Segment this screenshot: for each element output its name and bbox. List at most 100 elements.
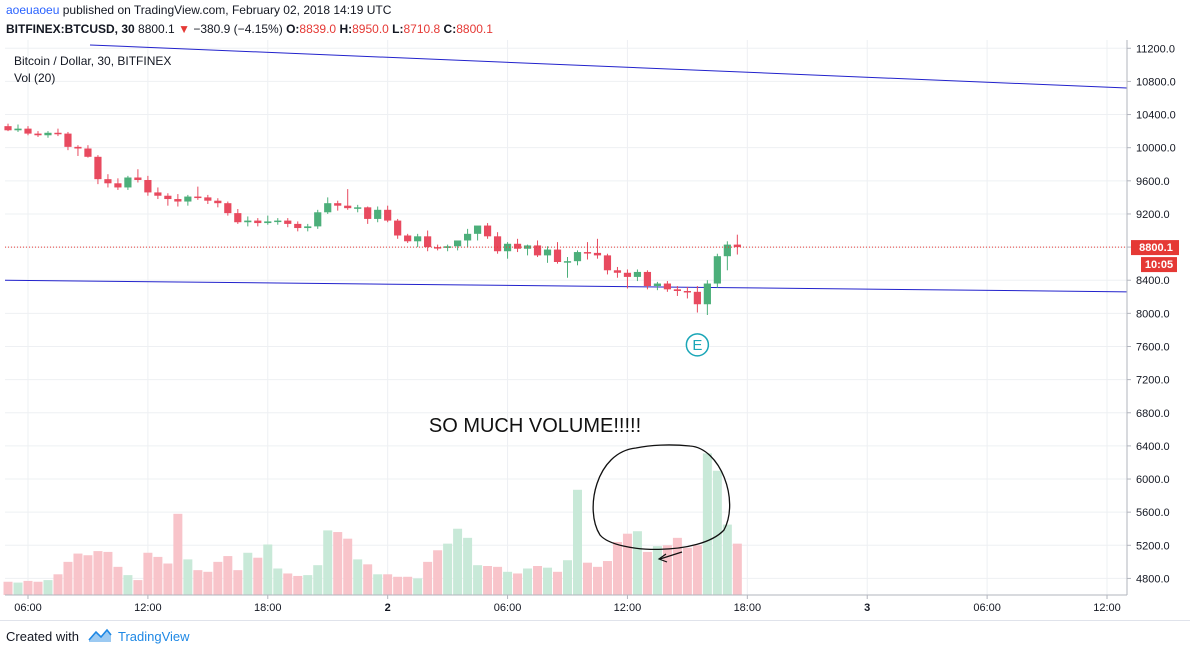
candle[interactable]: [733, 234, 741, 255]
candle[interactable]: [653, 281, 662, 291]
candle[interactable]: [144, 175, 152, 196]
price-tick-label: 4800.0: [1136, 573, 1170, 585]
candle[interactable]: [174, 194, 182, 207]
candle[interactable]: [14, 124, 22, 132]
candle[interactable]: [703, 280, 711, 316]
candle[interactable]: [324, 197, 332, 214]
candle[interactable]: [44, 131, 52, 138]
upper-trendline[interactable]: [89, 44, 1128, 89]
candle[interactable]: [154, 187, 162, 200]
arrow-annotation[interactable]: [657, 551, 683, 563]
candle[interactable]: [603, 253, 612, 275]
candle[interactable]: [234, 208, 242, 224]
price-chart[interactable]: Bitcoin / Dollar, 30, BITFINEX Vol (20) …: [0, 40, 1190, 620]
candle[interactable]: [134, 169, 142, 183]
candle[interactable]: [164, 193, 172, 206]
candle[interactable]: [513, 238, 522, 253]
candle[interactable]: [613, 266, 622, 278]
volume-bar: [63, 561, 73, 595]
candle[interactable]: [454, 240, 462, 251]
candle[interactable]: [463, 228, 472, 248]
candle[interactable]: [723, 241, 731, 271]
candle[interactable]: [114, 178, 122, 190]
candle[interactable]: [244, 216, 252, 227]
candle[interactable]: [623, 269, 632, 289]
candle[interactable]: [693, 286, 701, 313]
publish-info: aoeuaoeu published on TradingView.com, F…: [6, 3, 391, 17]
candle[interactable]: [583, 242, 592, 260]
candle[interactable]: [204, 194, 212, 205]
candle[interactable]: [713, 253, 721, 288]
candle[interactable]: [414, 233, 422, 248]
volume-annotation[interactable]: SO MUCH VOLUME!!!!!: [429, 415, 641, 437]
candle[interactable]: [4, 123, 12, 132]
candle[interactable]: [643, 270, 652, 290]
candle[interactable]: [533, 240, 542, 258]
last-price: 8800.1: [138, 22, 175, 36]
candle[interactable]: [593, 238, 602, 259]
candle[interactable]: [24, 126, 32, 136]
volume-bar: [453, 528, 463, 595]
candle[interactable]: [284, 218, 292, 228]
volume-bar: [383, 574, 393, 595]
candle[interactable]: [104, 174, 112, 188]
price-axis[interactable]: 4800.0 5200.0 5600.0 6000.0 6400.0 6800.0 7200…: [1127, 43, 1176, 585]
candle[interactable]: [124, 175, 132, 190]
candle[interactable]: [184, 194, 192, 206]
candle[interactable]: [94, 155, 102, 185]
candle[interactable]: [214, 198, 222, 208]
candle[interactable]: [34, 131, 42, 137]
candle[interactable]: [84, 145, 92, 158]
circle-annotation[interactable]: [592, 444, 731, 551]
candle[interactable]: [553, 242, 562, 264]
candle[interactable]: [274, 218, 282, 225]
author-link[interactable]: aoeuaoeu: [6, 3, 60, 17]
candle[interactable]: [264, 215, 272, 225]
candle[interactable]: [394, 218, 402, 239]
candle[interactable]: [473, 225, 482, 241]
close-label: C:: [443, 22, 457, 36]
legend-volume: Vol (20): [14, 71, 55, 85]
earnings-marker[interactable]: E: [685, 333, 710, 357]
lower-trendline[interactable]: [4, 279, 1128, 293]
candle[interactable]: [374, 206, 382, 223]
candle[interactable]: [304, 223, 312, 232]
candle[interactable]: [404, 233, 412, 243]
candle[interactable]: [573, 250, 582, 266]
candle[interactable]: [673, 286, 681, 296]
candle[interactable]: [444, 244, 452, 252]
candle[interactable]: [663, 281, 672, 292]
volume-bar: [403, 576, 413, 595]
price-change: −380.9 (−4.15%): [193, 22, 283, 36]
tradingview-logo-icon[interactable]: [88, 627, 112, 643]
candle[interactable]: [74, 145, 82, 156]
candle[interactable]: [54, 128, 62, 137]
volume-bar: [523, 568, 533, 595]
volume-bar: [43, 580, 53, 595]
candle[interactable]: [563, 257, 572, 278]
price-tick-label: 5600.0: [1136, 507, 1170, 519]
candle[interactable]: [424, 230, 432, 252]
candle[interactable]: [194, 186, 202, 200]
candle[interactable]: [483, 223, 492, 239]
candle[interactable]: [543, 246, 552, 263]
candle[interactable]: [224, 201, 232, 216]
candle[interactable]: [354, 204, 362, 213]
candle[interactable]: [294, 221, 302, 232]
price-tick-label: 6000.0: [1136, 474, 1170, 486]
candle[interactable]: [364, 206, 372, 224]
candle[interactable]: [683, 286, 691, 299]
candle[interactable]: [493, 232, 502, 254]
candle[interactable]: [633, 269, 642, 282]
candle[interactable]: [314, 209, 322, 229]
candle[interactable]: [503, 242, 512, 259]
candle[interactable]: [384, 205, 392, 223]
candle[interactable]: [254, 218, 262, 227]
candle[interactable]: [64, 131, 72, 151]
volume-bar: [592, 566, 602, 595]
time-axis[interactable]: 06:00 12:00 18:00 2 06:00 12:00 18:00 3 06:00 12:…: [14, 595, 1121, 614]
tradingview-link[interactable]: TradingView: [118, 629, 190, 644]
volume-bar: [443, 543, 453, 595]
candle[interactable]: [334, 200, 342, 211]
candle[interactable]: [344, 189, 352, 210]
